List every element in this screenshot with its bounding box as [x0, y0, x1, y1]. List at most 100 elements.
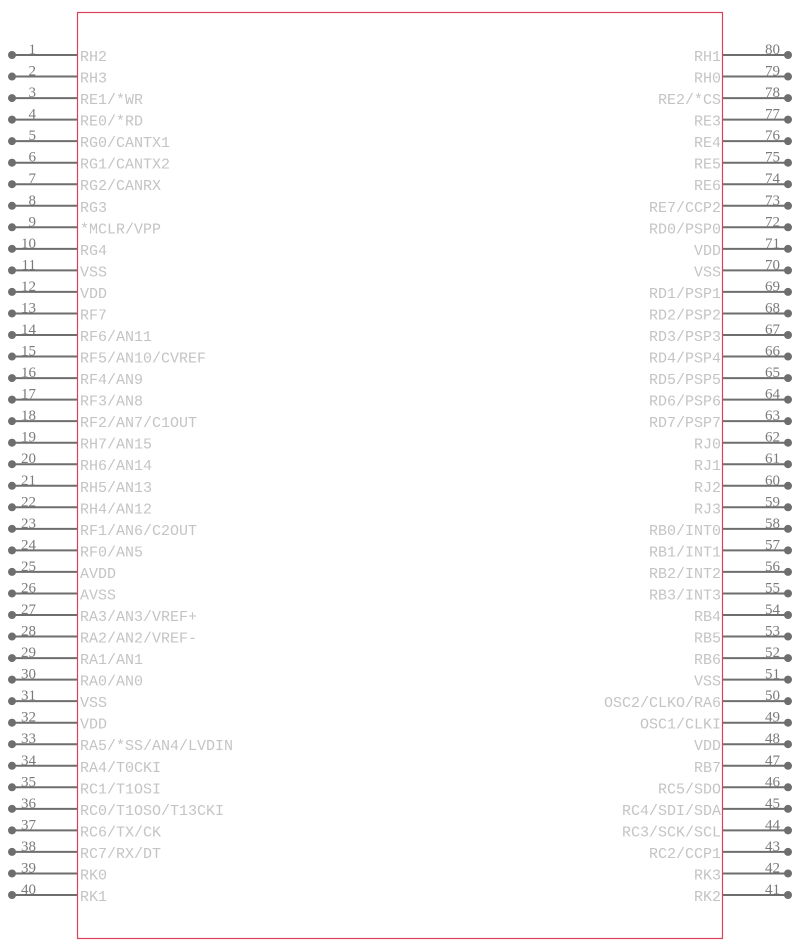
pin-label: RB7 [694, 760, 721, 777]
pin-label: RE7/CCP2 [649, 200, 721, 217]
pin-number: 6 [29, 150, 37, 166]
pin-number: 40 [21, 882, 36, 898]
pin-terminal-dot [8, 826, 16, 835]
pin-number: 51 [765, 667, 780, 683]
pin-label: RE4 [694, 135, 721, 152]
pin-number: 18 [21, 408, 36, 424]
pin-number: 75 [765, 150, 780, 166]
pin-number: 37 [21, 817, 37, 833]
pin-label: RB2/INT2 [649, 566, 721, 583]
pin-number: 63 [765, 408, 780, 424]
pin-label: RE3 [694, 114, 721, 131]
pin-label: RE2/*CS [658, 92, 721, 109]
pin-number: 72 [765, 214, 780, 230]
pin-label: RC7/RX/DT [80, 846, 161, 863]
pin-label: RD0/PSP0 [649, 221, 721, 238]
pin-label: RF4/AN9 [80, 372, 143, 389]
pin-terminal-dot [784, 589, 792, 598]
pin-terminal-dot [8, 180, 16, 189]
pin-terminal-dot [8, 654, 16, 663]
pin-label: RF1/AN6/C2OUT [80, 523, 197, 540]
pin-number: 70 [765, 257, 780, 273]
pin-label: VDD [694, 738, 721, 755]
pin-number: 7 [29, 171, 37, 187]
pin-terminal-dot [784, 352, 792, 361]
pin-terminal-dot [8, 309, 16, 318]
pin-terminal-dot [8, 115, 16, 124]
pin-label: RC2/CCP1 [649, 846, 721, 863]
pin-terminal-dot [8, 395, 16, 404]
pin-terminal-dot [8, 891, 16, 899]
pin-terminal-dot [784, 481, 792, 490]
pin-terminal-dot [8, 675, 16, 684]
pin-label: RH0 [694, 71, 721, 88]
ic-body-outline [76, 11, 724, 940]
pin-number: 42 [765, 860, 780, 876]
pin-number: 39 [21, 860, 36, 876]
pin-label: RK2 [694, 889, 721, 906]
pin-label: RA1/AN1 [80, 652, 143, 669]
pin-number: 35 [21, 774, 36, 790]
pin-number: 29 [21, 645, 36, 661]
pin-label: RD3/PSP3 [649, 329, 721, 346]
pin-number: 57 [765, 537, 781, 553]
pin-number: 26 [21, 580, 37, 596]
pin-label: VDD [80, 717, 107, 734]
pin-terminal-dot [784, 180, 792, 189]
pin-label: RE1/*WR [80, 92, 143, 109]
pin-terminal-dot [8, 331, 16, 339]
pin-label: VDD [80, 286, 107, 303]
pin-number: 15 [21, 344, 36, 360]
pin-label: OSC1/CLKI [640, 717, 721, 734]
pin-label: RH3 [80, 71, 107, 88]
pin-number: 61 [765, 451, 780, 467]
pin-terminal-dot [784, 740, 792, 749]
pin-number: 65 [765, 365, 780, 381]
pin-number: 56 [765, 559, 781, 575]
pin-label: VSS [80, 264, 107, 281]
pin-number: 62 [765, 430, 780, 446]
pin-label: RD1/PSP1 [649, 286, 721, 303]
pin-terminal-dot [8, 761, 16, 770]
pin-label: RC4/SDI/SDA [622, 803, 721, 820]
pin-label: VDD [694, 243, 721, 260]
pin-terminal-dot [784, 94, 792, 103]
pin-terminal-dot [784, 761, 792, 770]
pin-label: RH2 [80, 49, 107, 66]
pin-label: RF0/AN5 [80, 544, 143, 561]
pin-terminal-dot [8, 611, 16, 619]
pin-label: RC5/SDO [658, 781, 721, 798]
pin-terminal-dot [784, 697, 792, 706]
pin-number: 54 [765, 602, 781, 618]
pin-number: 12 [21, 279, 36, 295]
pin-number: 53 [765, 624, 780, 640]
pin-terminal-dot [8, 266, 16, 275]
pin-label: RB0/INT0 [649, 523, 721, 540]
pin-number: 44 [765, 817, 781, 833]
pin-number: 10 [21, 236, 36, 252]
pin-label: RA5/*SS/AN4/LVDIN [80, 738, 233, 755]
pin-terminal-dot [8, 524, 16, 533]
pin-terminal-dot [8, 137, 16, 146]
pin-terminal-dot [8, 438, 16, 447]
pin-label: AVSS [80, 587, 116, 604]
pin-terminal-dot [784, 158, 792, 167]
pin-label: RB3/INT3 [649, 587, 721, 604]
pin-terminal-dot [784, 201, 792, 210]
pin-label: RF3/AN8 [80, 394, 143, 411]
pin-number: 47 [765, 753, 781, 769]
pin-label: OSC2/CLKO/RA6 [604, 695, 721, 712]
pin-number: 58 [765, 516, 780, 532]
pin-terminal-dot [784, 438, 792, 447]
pin-terminal-dot [8, 697, 16, 706]
pin-terminal-dot [8, 589, 16, 598]
pin-terminal-dot [8, 740, 16, 749]
pin-label: RG4 [80, 243, 107, 260]
pin-terminal-dot [8, 503, 16, 512]
pin-number: 60 [765, 473, 780, 489]
pin-label: RJ0 [694, 437, 721, 454]
pin-terminal-dot [784, 783, 792, 792]
pin-number: 14 [21, 322, 37, 338]
pin-label: RC6/TX/CK [80, 824, 161, 841]
